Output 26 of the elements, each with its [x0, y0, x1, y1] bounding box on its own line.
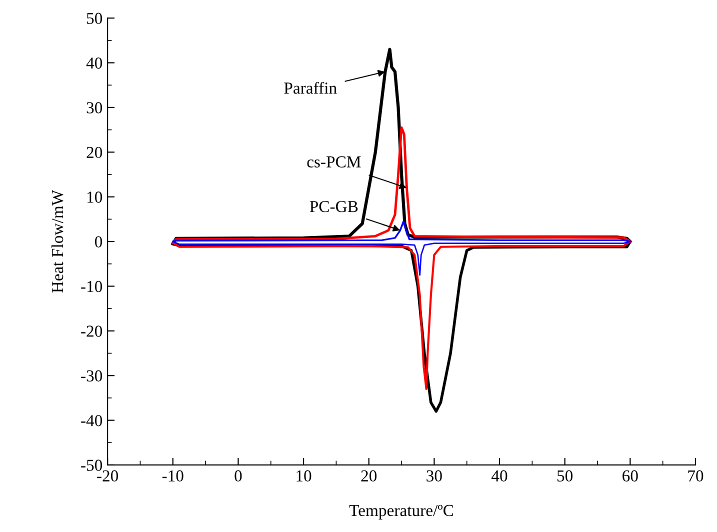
- y-tick-label: 10: [87, 192, 102, 203]
- x-tick-label: 40: [492, 470, 508, 482]
- y-tick-label: -20: [81, 326, 102, 337]
- annotation: PC-GB: [310, 200, 358, 212]
- y-tick-label: 0: [94, 236, 102, 248]
- y-tick-label: -30: [81, 370, 102, 382]
- x-tick-label: 10: [296, 470, 312, 482]
- x-tick-label: -10: [162, 470, 184, 482]
- y-tick-label: -50: [81, 460, 102, 471]
- x-tick-label: 20: [361, 470, 377, 482]
- y-tick-label: 40: [86, 57, 102, 69]
- y-tick-label: 50: [86, 12, 102, 24]
- x-tick-label: 30: [426, 470, 442, 482]
- x-tick-label: 70: [688, 470, 704, 482]
- y-tick-label: 20: [86, 146, 102, 158]
- y-axis-title: Heat Flow/mW: [51, 190, 64, 293]
- x-tick-label: 0: [234, 470, 242, 482]
- x-tick-label: 50: [557, 470, 573, 482]
- y-tick-label: -40: [81, 414, 102, 426]
- annotation: Paraffin: [284, 82, 337, 94]
- x-axis-title: Temperature/ºC: [349, 504, 454, 520]
- annotation: cs-PCM: [307, 156, 361, 168]
- y-tick-label: 30: [86, 102, 102, 114]
- y-tick-label: -10: [81, 280, 102, 292]
- x-tick-label: 60: [622, 470, 638, 482]
- x-tick-label: -20: [97, 470, 118, 482]
